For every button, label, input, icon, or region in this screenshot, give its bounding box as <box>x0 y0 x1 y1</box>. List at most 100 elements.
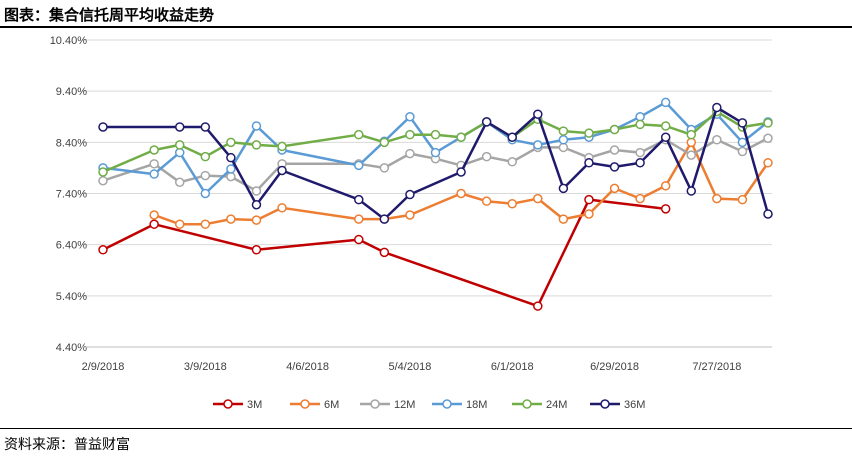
data-point-24m <box>763 118 773 128</box>
data-point-24m <box>149 145 159 155</box>
data-point-6m <box>149 210 159 220</box>
data-point-36m <box>712 102 722 113</box>
data-point-18m <box>174 147 185 158</box>
data-point-36m <box>686 186 697 196</box>
legend-label-6m: 6M <box>324 399 339 411</box>
data-point-12m <box>174 177 185 187</box>
legend-marker-24m <box>522 399 532 409</box>
data-point-3m <box>251 245 262 255</box>
data-point-36m <box>405 189 415 200</box>
data-point-18m <box>149 169 159 179</box>
x-tick-label: 5/4/2018 <box>389 361 432 373</box>
data-point-18m <box>251 121 262 131</box>
data-point-6m <box>405 210 415 220</box>
data-point-3m <box>584 194 594 205</box>
data-point-3m <box>149 219 159 229</box>
data-point-24m <box>686 129 697 140</box>
data-point-6m <box>533 193 543 204</box>
data-point-36m <box>507 132 517 142</box>
data-point-3m <box>660 204 671 214</box>
data-point-36m <box>609 162 620 172</box>
source-note: 资料来源：普益财富 <box>4 437 130 453</box>
data-point-12m <box>558 142 569 153</box>
data-point-6m <box>763 158 773 168</box>
data-point-36m <box>737 118 748 128</box>
data-point-18m <box>737 137 748 148</box>
data-point-6m <box>737 194 748 205</box>
title-rule <box>0 26 852 28</box>
data-point-36m <box>379 214 390 224</box>
data-point-18m <box>635 112 645 122</box>
data-point-24m <box>174 140 185 150</box>
data-point-3m <box>533 301 543 311</box>
data-point-12m <box>507 157 517 167</box>
x-tick-label: 6/1/2018 <box>491 361 534 373</box>
data-point-24m <box>226 137 236 148</box>
x-tick-label: 3/9/2018 <box>184 361 227 373</box>
y-tick-label: 4.40% <box>56 342 87 354</box>
data-point-36m <box>481 117 492 127</box>
data-point-12m <box>763 133 773 143</box>
y-tick-label: 6.40% <box>56 240 87 252</box>
data-point-18m <box>200 188 211 199</box>
data-point-6m <box>226 214 236 224</box>
data-point-36m <box>558 183 569 194</box>
data-point-24m <box>200 151 211 162</box>
data-point-36m <box>584 158 594 168</box>
legend-marker-36m <box>600 399 610 409</box>
data-point-18m <box>430 147 441 158</box>
series-line-3m <box>102 198 666 308</box>
data-point-6m <box>200 219 211 229</box>
series-line-6m <box>153 141 770 226</box>
data-point-24m <box>405 129 415 140</box>
data-point-36m <box>98 122 108 132</box>
data-point-12m <box>481 151 492 162</box>
data-point-6m <box>584 209 594 219</box>
data-point-24m <box>430 129 441 140</box>
data-point-18m <box>660 97 671 108</box>
x-tick-label: 4/6/2018 <box>286 361 329 373</box>
data-point-6m <box>481 196 492 206</box>
data-point-12m <box>226 171 236 182</box>
data-point-18m <box>226 164 236 174</box>
data-point-36m <box>533 109 543 119</box>
legend-marker-6m <box>300 399 310 409</box>
data-point-36m <box>251 200 262 210</box>
data-point-6m <box>507 198 517 209</box>
legend-label-12m: 12M <box>394 399 415 411</box>
legend-label-24m: 24M <box>546 399 567 411</box>
series-line-36m <box>103 106 770 221</box>
data-point-6m <box>712 193 722 204</box>
data-point-36m <box>456 167 466 177</box>
data-point-12m <box>635 147 645 158</box>
legend-marker-3m <box>223 399 233 409</box>
data-point-24m <box>558 126 569 136</box>
legend-label-36m: 36M <box>624 399 645 411</box>
data-point-6m <box>354 214 364 224</box>
data-point-12m <box>737 146 748 157</box>
data-point-36m <box>226 152 236 163</box>
footer-rule <box>0 428 852 429</box>
data-point-18m <box>354 160 364 171</box>
data-point-18m <box>558 135 569 145</box>
data-point-36m <box>763 209 773 219</box>
data-point-6m <box>251 215 262 225</box>
data-point-36m <box>277 165 287 176</box>
data-point-6m <box>660 181 671 191</box>
x-tick-label: 2/9/2018 <box>82 361 125 373</box>
data-point-24m <box>354 129 364 140</box>
legend-label-18m: 18M <box>466 399 487 411</box>
data-point-3m <box>379 247 390 258</box>
y-tick-label: 7.40% <box>56 189 87 201</box>
x-tick-label: 6/29/2018 <box>590 361 639 373</box>
data-point-12m <box>149 159 159 169</box>
data-point-12m <box>609 145 620 155</box>
data-point-6m <box>635 193 645 204</box>
data-point-12m <box>251 186 262 196</box>
data-point-36m <box>635 158 645 168</box>
data-point-12m <box>712 135 722 145</box>
data-point-24m <box>251 140 262 150</box>
data-point-3m <box>98 245 108 255</box>
data-point-12m <box>200 170 211 181</box>
data-point-18m <box>533 140 543 150</box>
